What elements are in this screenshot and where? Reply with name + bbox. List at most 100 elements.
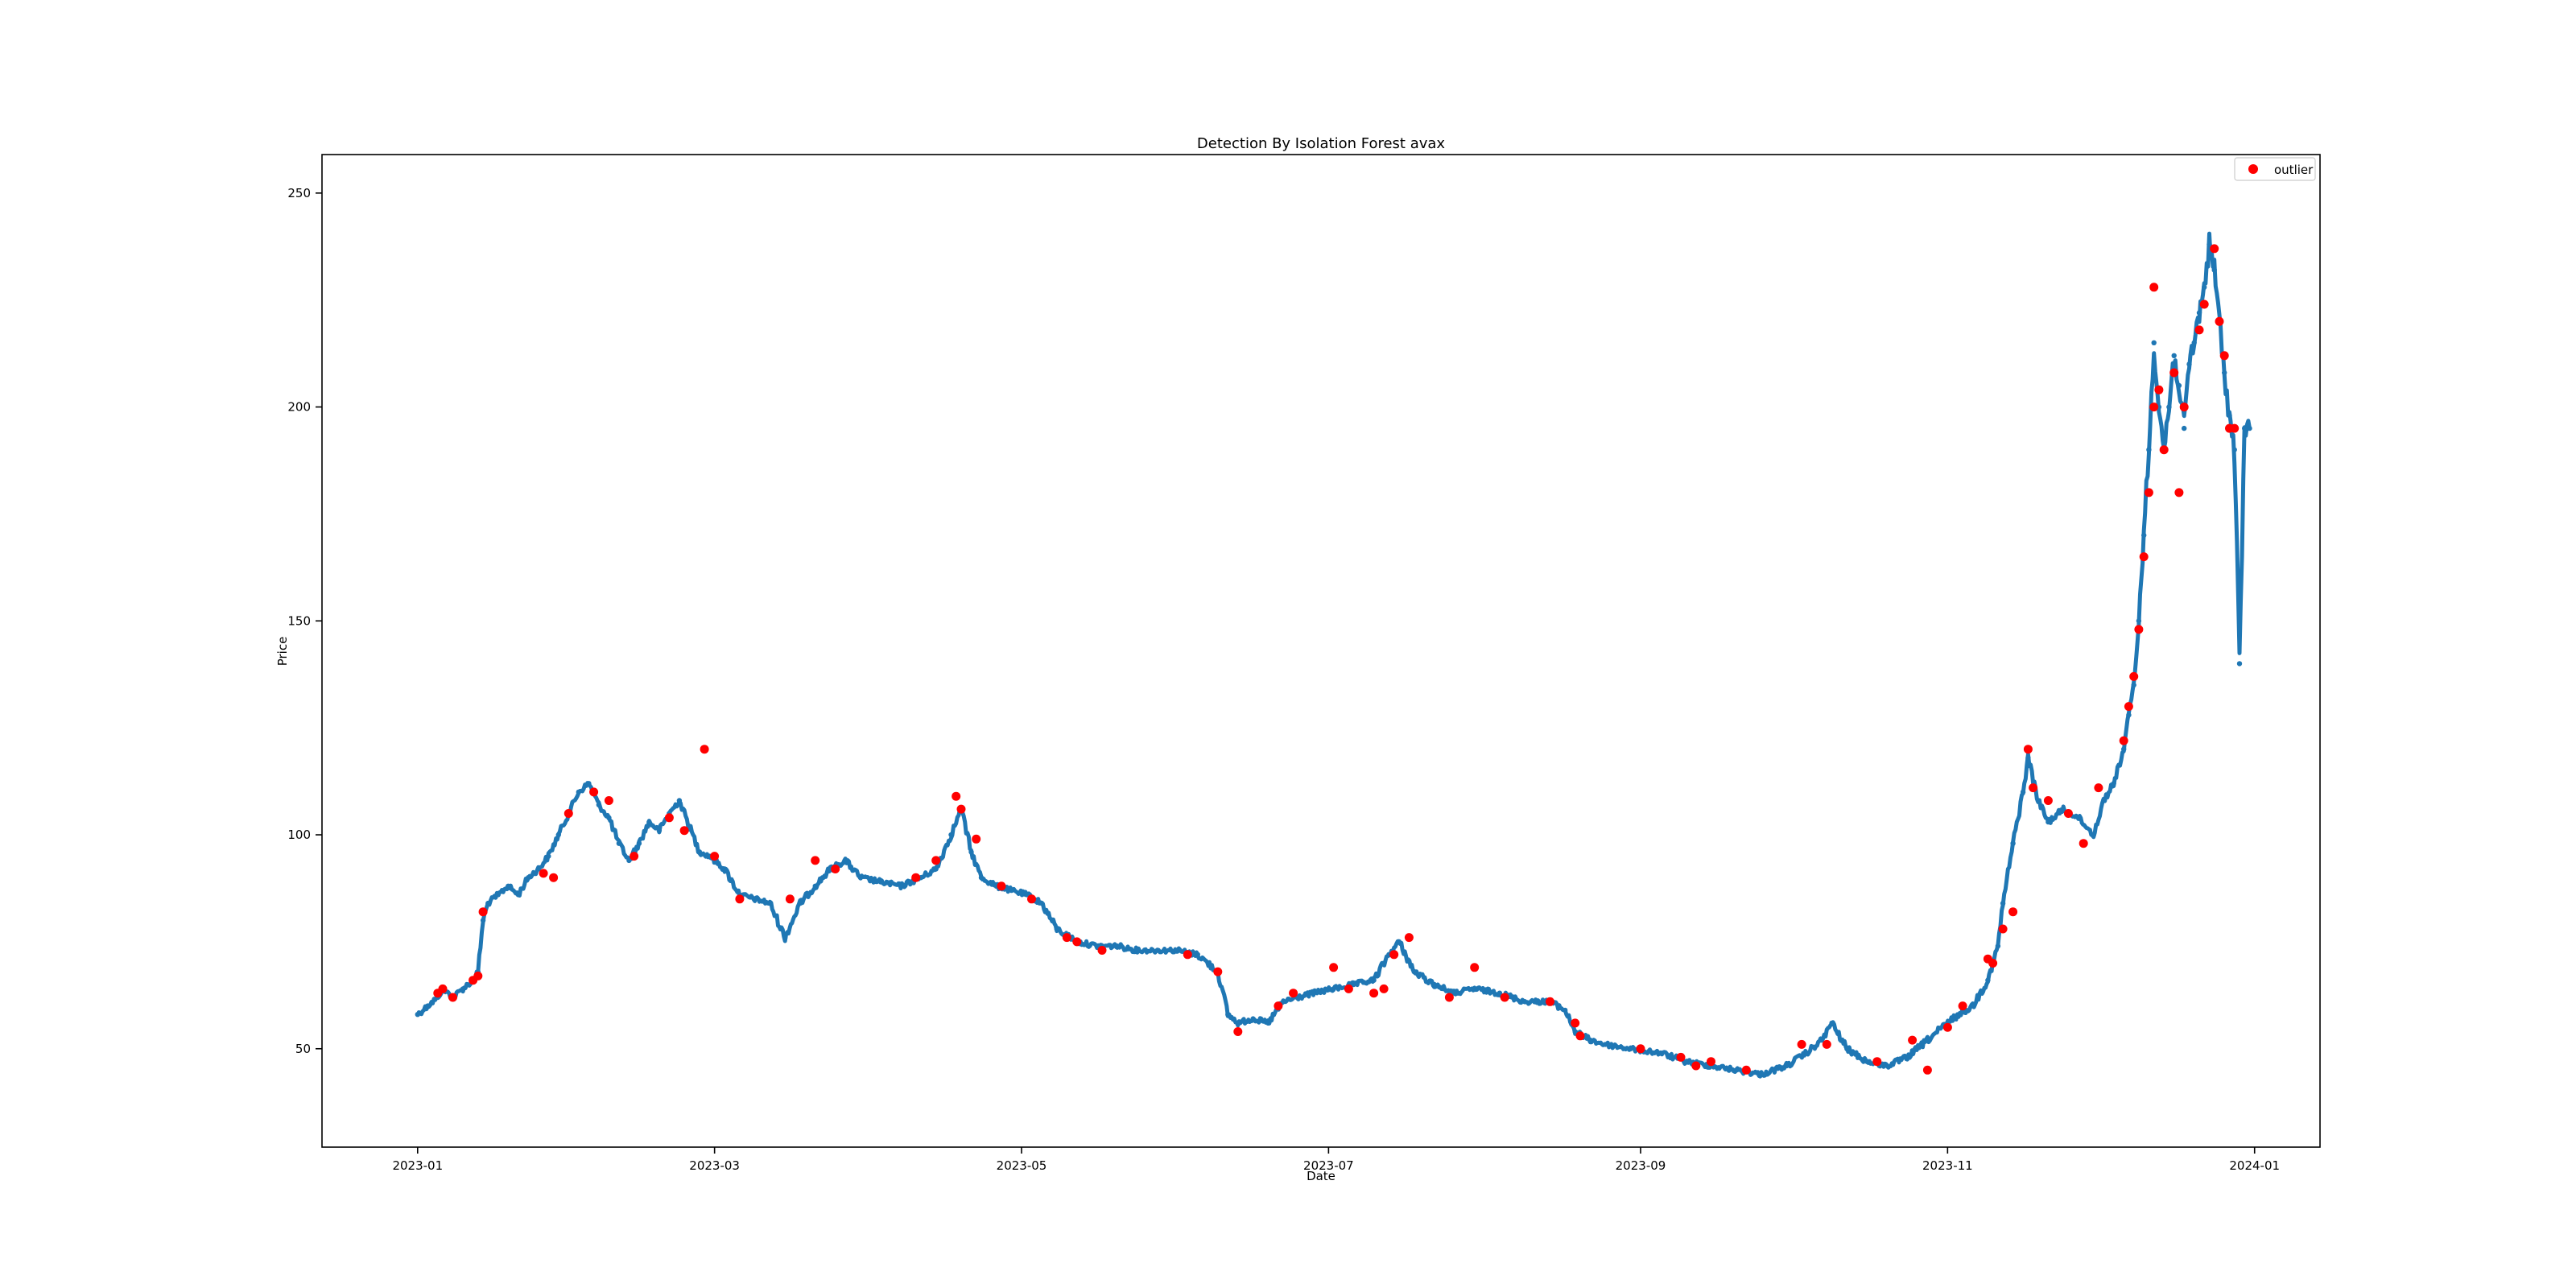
price-point: [1331, 986, 1336, 992]
price-point: [1864, 1059, 1870, 1064]
price-point: [646, 819, 652, 825]
plot-area: [321, 154, 2321, 1148]
legend: outlier: [2234, 157, 2316, 181]
outlier-point: [1500, 993, 1509, 1002]
outlier-point: [1389, 950, 1399, 960]
price-point: [812, 883, 818, 890]
price-point: [1603, 1042, 1608, 1047]
outlier-point: [1822, 1039, 1831, 1049]
outlier-point: [700, 745, 709, 754]
outlier-point: [735, 894, 745, 904]
outlier-point: [473, 971, 483, 980]
price-point: [2247, 425, 2252, 431]
price-point: [2166, 404, 2172, 410]
price-point: [2222, 369, 2227, 376]
price-point: [656, 828, 663, 833]
price-point: [1195, 952, 1201, 958]
price-point: [2207, 242, 2212, 247]
price-point: [2176, 382, 2182, 389]
outlier-point: [1470, 963, 1480, 972]
price-point: [752, 896, 758, 902]
price-point: [2202, 284, 2207, 290]
outlier-point: [549, 873, 559, 882]
price-point: [1311, 990, 1316, 996]
price-point: [576, 789, 581, 795]
outlier-point: [2008, 907, 2018, 917]
price-point: [1844, 1046, 1850, 1052]
outlier-point: [2169, 368, 2179, 378]
price-point: [1094, 943, 1100, 949]
price-point: [1472, 986, 1477, 992]
y-axis: 50 100 150 200 250: [287, 186, 322, 1056]
x-tick-label: 2024-01: [2229, 1158, 2280, 1173]
price-point: [968, 849, 974, 855]
outlier-point: [604, 796, 613, 805]
price-point: [626, 857, 632, 864]
outlier-point: [1369, 989, 1379, 998]
price-point: [2242, 425, 2248, 431]
outlier-point: [1676, 1052, 1686, 1062]
price-point: [1250, 1016, 1256, 1022]
outlier-point: [1575, 1031, 1585, 1041]
price-point: [2146, 447, 2152, 452]
outlier-point: [679, 826, 689, 836]
price-point: [616, 840, 622, 846]
outlier-point: [1062, 933, 1071, 943]
outlier-point: [1998, 924, 2008, 934]
outlier-point: [956, 804, 966, 814]
legend-outlier-marker: [2248, 164, 2258, 174]
x-tick-label: 2023-09: [1616, 1158, 1666, 1173]
outlier-point: [1444, 993, 1454, 1002]
outlier-point: [2230, 423, 2240, 433]
price-point: [1885, 1063, 1890, 1069]
outlier-point: [972, 834, 981, 844]
outlier-point: [2219, 351, 2229, 361]
price-point: [2101, 798, 2107, 803]
outlier-point: [1344, 984, 1353, 993]
price-point: [2191, 340, 2197, 345]
outlier-point: [2149, 283, 2159, 292]
outlier-point: [952, 791, 961, 801]
outlier-point: [2134, 625, 2144, 634]
price-point: [555, 832, 561, 838]
x-axis-label: Date: [1307, 1169, 1335, 1183]
price-point: [2111, 781, 2116, 786]
price-point: [2010, 840, 2016, 846]
outlier-point: [1797, 1039, 1806, 1049]
price-point: [2171, 353, 2177, 358]
price-point: [495, 892, 501, 898]
price-point: [1225, 1012, 1231, 1018]
price-point: [1587, 1037, 1593, 1043]
outlier-point: [1072, 937, 1082, 947]
price-point: [767, 900, 773, 906]
price-point: [2196, 310, 2202, 316]
price-point: [606, 815, 612, 820]
y-tick-label: 50: [295, 1042, 311, 1056]
outlier-point: [589, 787, 599, 797]
price-point: [948, 832, 954, 838]
price-point: [460, 986, 466, 992]
outlier-point: [2023, 745, 2033, 754]
price-point: [480, 918, 486, 923]
y-axis-label: Price: [275, 637, 290, 667]
x-tick-label: 2023-01: [392, 1158, 443, 1173]
outlier-point: [1691, 1061, 1701, 1071]
price-point: [898, 883, 904, 890]
price-point: [877, 879, 884, 885]
outlier-point: [2179, 402, 2189, 412]
price-point: [1733, 1067, 1739, 1073]
outlier-point: [1942, 1022, 1952, 1032]
price-point: [1134, 947, 1141, 953]
x-axis: 2023-01 2023-03 2023-05 2023-07 2023-09 2023-…: [392, 1147, 2280, 1173]
price-point: [1925, 1037, 1930, 1043]
price-point: [2091, 832, 2096, 838]
outlier-point: [2199, 299, 2209, 309]
price-point: [2151, 340, 2157, 345]
price-point: [1396, 939, 1402, 945]
outlier-point: [1233, 1027, 1243, 1036]
price-point: [415, 1012, 420, 1018]
price-point: [1038, 900, 1045, 906]
price-point: [2061, 806, 2066, 812]
series-layer: [415, 231, 2252, 1079]
price-point: [1431, 981, 1437, 988]
